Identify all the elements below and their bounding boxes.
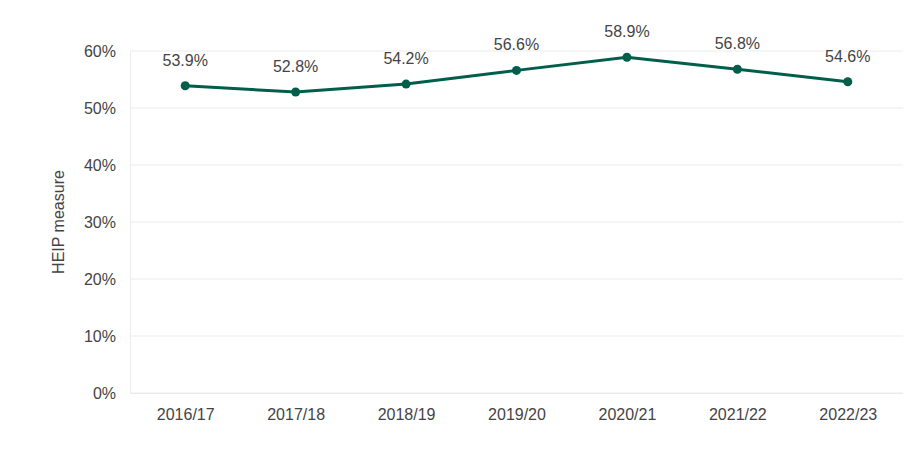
x-tick: 2017/18 bbox=[267, 393, 325, 423]
data-labels: 53.9% 52.8% 54.2% 56.6% 58.9% 56.8% 54.6% bbox=[163, 23, 871, 75]
data-label: 54.6% bbox=[825, 48, 870, 65]
x-tick: 2019/20 bbox=[488, 393, 546, 423]
y-tick-label: 20% bbox=[84, 271, 116, 288]
point bbox=[512, 66, 521, 75]
x-tick-label: 2016/17 bbox=[157, 406, 215, 423]
x-tick: 2016/17 bbox=[157, 393, 215, 423]
point bbox=[181, 81, 190, 90]
point bbox=[622, 53, 631, 62]
y-axis-line bbox=[130, 52, 131, 394]
y-tick-label: 10% bbox=[84, 328, 116, 345]
x-axis-line bbox=[131, 393, 904, 394]
y-tick: 10% bbox=[84, 328, 130, 345]
data-label: 53.9% bbox=[163, 52, 208, 69]
x-tick: 2022/23 bbox=[819, 393, 877, 423]
data-label: 52.8% bbox=[273, 58, 318, 75]
y-tick-label: 0% bbox=[93, 385, 116, 402]
y-tick: 40% bbox=[84, 157, 130, 174]
y-tick-label: 50% bbox=[84, 100, 116, 117]
data-label: 56.8% bbox=[715, 35, 760, 52]
x-tick-label: 2020/21 bbox=[599, 406, 657, 423]
data-label: 58.9% bbox=[604, 23, 649, 40]
y-tick-label: 40% bbox=[84, 157, 116, 174]
y-tick: 0% bbox=[93, 385, 130, 402]
point bbox=[291, 88, 300, 97]
y-axis-title: HEIP measure bbox=[50, 170, 67, 274]
point bbox=[733, 65, 742, 74]
x-tick: 2018/19 bbox=[378, 393, 436, 423]
y-tick: 50% bbox=[84, 100, 130, 117]
x-tick-label: 2017/18 bbox=[267, 406, 325, 423]
y-axis: 0% 10% 20% 30% 40% 50% 60% bbox=[84, 43, 131, 402]
point bbox=[843, 77, 852, 86]
grid-line bbox=[130, 165, 903, 166]
grid-line bbox=[130, 279, 903, 280]
chart: 0% 10% 20% 30% 40% 50% 60% 2016/17 2017/18 2018/1… bbox=[0, 0, 919, 450]
data-label: 56.6% bbox=[494, 36, 539, 53]
y-tick-label: 60% bbox=[84, 43, 116, 60]
x-tick: 2021/22 bbox=[709, 393, 767, 423]
y-tick-label: 30% bbox=[84, 214, 116, 231]
grid-line bbox=[130, 108, 903, 109]
y-tick: 30% bbox=[84, 214, 130, 231]
grid-line bbox=[130, 336, 903, 337]
data-label: 54.2% bbox=[383, 50, 428, 67]
y-tick: 60% bbox=[84, 43, 130, 60]
grid bbox=[130, 51, 903, 393]
x-tick-label: 2021/22 bbox=[709, 406, 767, 423]
line bbox=[185, 57, 848, 92]
grid-line bbox=[130, 393, 903, 394]
x-tick: 2020/21 bbox=[599, 393, 657, 423]
plot-area bbox=[181, 53, 853, 97]
x-tick-label: 2018/19 bbox=[378, 406, 436, 423]
x-axis: 2016/17 2017/18 2018/19 2019/20 2020/21 2021/… bbox=[131, 393, 904, 423]
x-tick-label: 2019/20 bbox=[488, 406, 546, 423]
grid-line bbox=[130, 222, 903, 223]
x-tick-label: 2022/23 bbox=[819, 406, 877, 423]
point bbox=[402, 80, 411, 89]
y-tick: 20% bbox=[84, 271, 130, 288]
